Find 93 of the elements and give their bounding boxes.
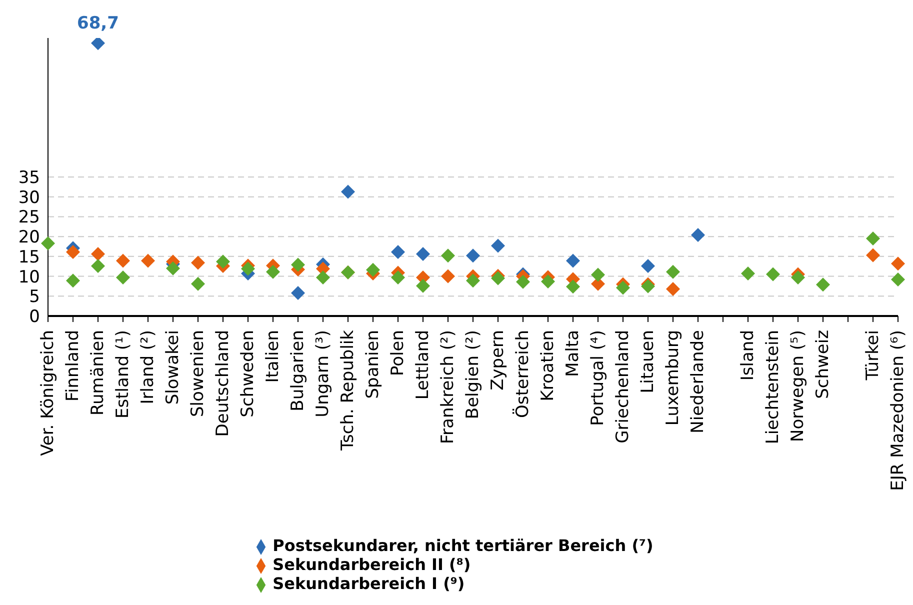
- x-tick-label: Niederlande: [688, 330, 708, 434]
- point: [416, 278, 430, 293]
- x-tick-label: Ver. Königreich: [38, 330, 58, 456]
- y-tick-label: 30: [18, 188, 40, 208]
- point: [141, 254, 155, 268]
- point: [491, 238, 505, 253]
- x-tick-label: Malta: [563, 330, 583, 377]
- point: [216, 254, 230, 269]
- legend-label: Sekundarbereich II (⁸): [272, 555, 471, 574]
- x-tick-label: EJR Mazedonien (⁶): [888, 330, 908, 491]
- y-tick-label: 10: [18, 267, 40, 288]
- legend-label: Sekundarbereich I (⁹): [272, 574, 465, 593]
- point: [441, 269, 455, 284]
- legend-label: Postsekundarer, nicht tertiärer Bereich (⁷): [272, 536, 654, 555]
- point: [341, 184, 355, 199]
- point: [891, 272, 905, 286]
- point: [416, 247, 430, 262]
- point: [566, 254, 580, 268]
- x-tick-label: Tsch. Republik: [338, 330, 358, 452]
- point: [466, 248, 480, 263]
- point: [66, 274, 80, 288]
- data-label: 68,7: [77, 14, 119, 34]
- point: [66, 245, 80, 260]
- point: [116, 270, 130, 284]
- point: [566, 280, 580, 294]
- x-tick-label: Österreich: [512, 330, 533, 418]
- x-tick-label: Griechenland: [613, 330, 633, 444]
- point: [91, 247, 105, 262]
- point: [541, 274, 555, 288]
- point: [316, 270, 330, 284]
- x-tick-label: Zypern: [488, 330, 508, 390]
- y-tick-label: 20: [18, 228, 40, 248]
- point: [766, 267, 780, 282]
- point: [291, 258, 305, 272]
- x-tick-label: Lettland: [413, 330, 433, 400]
- point: [641, 258, 655, 273]
- point: [491, 271, 505, 286]
- point: [366, 262, 380, 277]
- point: [666, 282, 680, 296]
- x-tick-label: Kroatien: [538, 330, 558, 402]
- y-tick-label: 0: [29, 307, 40, 328]
- point: [516, 274, 530, 289]
- x-tick-label: Polen: [388, 330, 408, 376]
- x-tick-label: Slowenien: [188, 330, 208, 418]
- x-tick-label: Estland (¹): [113, 330, 133, 418]
- point: [191, 276, 205, 291]
- x-tick-label: Italien: [263, 330, 283, 383]
- x-tick-label: Norwegen (⁵): [788, 330, 808, 442]
- point: [816, 278, 830, 292]
- point: [616, 280, 630, 295]
- x-tick-label: Schweiz: [813, 330, 833, 399]
- y-tick-label: 15: [18, 247, 40, 268]
- x-tick-label: Island: [738, 330, 758, 381]
- point: [391, 270, 405, 284]
- x-tick-label: Deutschland: [213, 330, 233, 437]
- point: [116, 254, 130, 268]
- point: [91, 38, 105, 50]
- x-tick-label: Luxemburg: [663, 330, 683, 426]
- x-tick-label: Belgien (²): [463, 330, 483, 420]
- point: [791, 270, 805, 284]
- x-tick-label: Irland (²): [138, 330, 158, 404]
- x-tick-label: Slowakei: [163, 330, 183, 405]
- point: [866, 232, 880, 246]
- point: [691, 228, 705, 242]
- point: [741, 266, 755, 281]
- point: [891, 256, 905, 271]
- x-tick-label: Finnland: [63, 330, 83, 402]
- point: [241, 262, 255, 276]
- point: [41, 236, 55, 250]
- x-tick-label: Spanien: [363, 330, 383, 399]
- x-tick-label: Rumänien: [88, 330, 108, 416]
- point: [91, 258, 105, 273]
- x-tick-label: Ungarn (³): [313, 330, 333, 418]
- point: [166, 261, 180, 276]
- x-tick-label: Litauen: [638, 330, 658, 394]
- x-tick-label: Frankreich (²): [438, 330, 458, 444]
- y-tick-label: 25: [18, 208, 40, 228]
- x-tick-label: Liechtenstein: [763, 330, 783, 444]
- point: [591, 268, 605, 282]
- point: [466, 274, 480, 288]
- point: [866, 248, 880, 262]
- point: [391, 245, 405, 260]
- y-tick-label: 5: [29, 287, 40, 308]
- x-tick-label: Bulgarien: [288, 330, 308, 412]
- point: [191, 256, 205, 270]
- x-tick-label: Portugal (⁴): [588, 330, 608, 426]
- point: [291, 286, 305, 300]
- point: [266, 264, 280, 279]
- y-tick-label: 35: [18, 168, 40, 188]
- x-tick-label: Türkei: [863, 330, 883, 382]
- x-tick-label: Schweden: [238, 330, 258, 418]
- point: [441, 248, 455, 263]
- point: [666, 264, 680, 279]
